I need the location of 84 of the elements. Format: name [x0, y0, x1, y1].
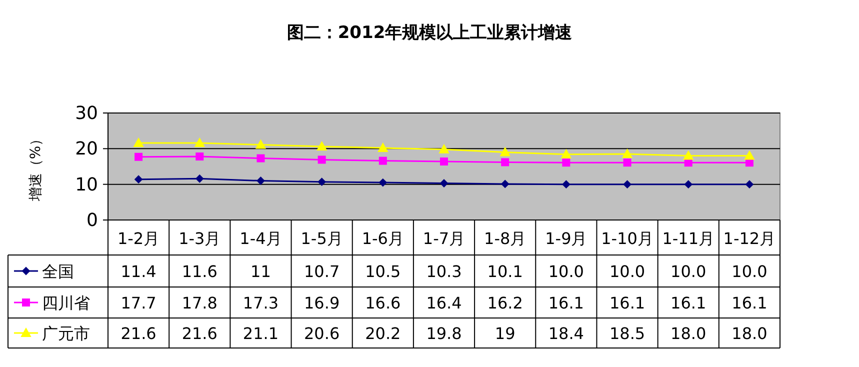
- point: [318, 156, 326, 164]
- data-label: 10.5: [365, 262, 401, 281]
- point: [561, 149, 572, 158]
- point: [562, 158, 570, 167]
- point: [194, 138, 205, 147]
- point: [439, 144, 449, 154]
- data-label: 16.1: [548, 294, 584, 312]
- point: [440, 158, 448, 166]
- point: [378, 142, 388, 152]
- legend-label: 广元市: [42, 324, 90, 343]
- point: [256, 154, 265, 162]
- x-tick-label: 1-6月: [362, 229, 404, 248]
- chart-title: 图二：2012年规模以上工业累计增速: [286, 23, 572, 43]
- x-tick-label: 1-8月: [484, 229, 526, 248]
- point: [440, 179, 448, 188]
- x-tick-label: 1-4月: [240, 229, 282, 248]
- x-tick-label: 1-11月: [662, 229, 715, 248]
- data-label: 18.0: [732, 324, 768, 343]
- data-label: 10.0: [732, 262, 768, 281]
- y-tick-label: 30: [75, 103, 98, 124]
- data-label: 10.3: [426, 262, 462, 281]
- point: [316, 142, 327, 151]
- data-label: 10.0: [670, 262, 706, 281]
- data-label: 16.9: [304, 294, 340, 312]
- x-tick-label: 1-3月: [178, 229, 221, 248]
- point: [744, 150, 754, 160]
- x-tick-label: 1-2月: [117, 229, 160, 248]
- data-label: 18.5: [609, 324, 646, 343]
- data-label: 10.7: [304, 262, 340, 281]
- data-label: 11.4: [120, 262, 156, 281]
- data-label: 17.3: [242, 294, 279, 312]
- point: [196, 174, 204, 183]
- x-tick-label: 1-5月: [300, 229, 343, 248]
- point: [501, 180, 510, 188]
- point: [500, 147, 510, 156]
- data-label: 21.1: [242, 324, 279, 343]
- point: [134, 152, 143, 161]
- data-label: 20.6: [304, 324, 340, 343]
- data-label: 10.0: [609, 262, 646, 281]
- x-tick-label: 1-10月: [601, 229, 654, 248]
- data-label: 10.0: [548, 262, 584, 281]
- x-tick-label: 1-12月: [723, 229, 776, 248]
- data-label: 11.6: [182, 262, 218, 281]
- data-label: 11: [250, 262, 271, 281]
- data-label: 16.1: [609, 294, 646, 312]
- point: [623, 180, 632, 188]
- point: [256, 176, 265, 185]
- data-label: 18.0: [670, 324, 706, 343]
- data-label: 20.2: [365, 324, 401, 343]
- y-tick-label: 0: [86, 210, 98, 231]
- data-label: 19.8: [426, 324, 462, 343]
- data-label: 21.6: [120, 324, 156, 343]
- point: [684, 180, 692, 188]
- point: [134, 175, 143, 184]
- point: [562, 180, 570, 188]
- x-tick-label: 1-9月: [545, 229, 588, 248]
- y-tick-label: 10: [75, 174, 98, 196]
- data-label: 16.2: [487, 294, 523, 312]
- point: [134, 138, 144, 147]
- y-tick-label: 20: [75, 138, 98, 160]
- x-tick-label: 1-7月: [422, 229, 466, 248]
- data-label: 18.4: [548, 324, 584, 343]
- point: [501, 158, 510, 166]
- data-label: 17.8: [182, 294, 218, 312]
- point: [622, 149, 632, 158]
- data-label: 16.1: [732, 294, 768, 312]
- data-label: 17.7: [120, 294, 156, 312]
- y-axis-title: 增速（%）: [28, 132, 44, 202]
- point: [745, 180, 754, 188]
- point: [196, 152, 204, 161]
- data-label: 10.1: [487, 262, 523, 281]
- legend-label: 四川省: [42, 294, 90, 312]
- point: [683, 150, 694, 160]
- point: [256, 140, 266, 149]
- point: [378, 178, 387, 187]
- data-label: 19: [494, 324, 516, 343]
- data-label: 16.4: [426, 294, 462, 312]
- legend-label: 全国: [42, 262, 74, 281]
- point: [318, 178, 326, 186]
- data-label: 21.6: [182, 324, 218, 343]
- data-label: 16.6: [365, 294, 401, 312]
- point: [378, 156, 387, 165]
- data-label: 16.1: [670, 294, 706, 312]
- point: [623, 158, 632, 167]
